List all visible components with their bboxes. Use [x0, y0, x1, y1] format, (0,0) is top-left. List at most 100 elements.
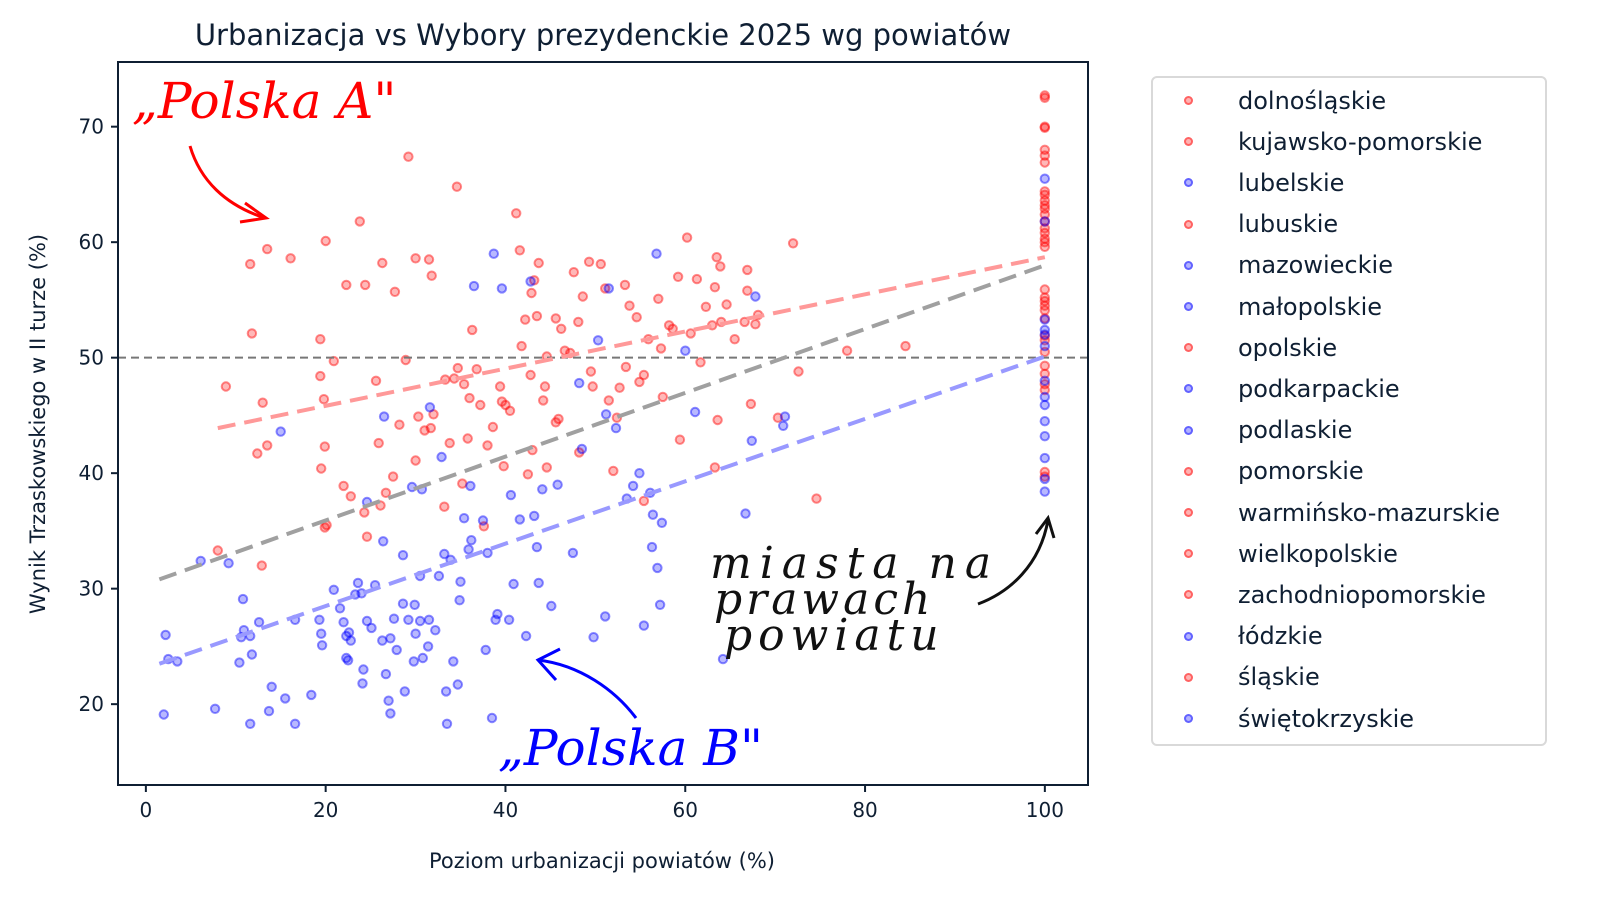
- data-point: [1039, 195, 1051, 206]
- legend-label: małopolskie: [1238, 292, 1383, 321]
- legend-marker-icon: [1184, 343, 1193, 353]
- data-point: [514, 514, 525, 525]
- data-point: [436, 451, 447, 463]
- data-point: [361, 531, 373, 542]
- data-point: [253, 617, 265, 628]
- data-point: [900, 340, 911, 352]
- data-point: [522, 469, 534, 480]
- data-point: [377, 257, 388, 269]
- x-tick-label: 100: [1026, 798, 1064, 822]
- data-point: [529, 510, 540, 522]
- data-point: [1039, 416, 1051, 427]
- data-point: [573, 316, 584, 328]
- data-point: [237, 593, 249, 605]
- data-point: [553, 413, 564, 425]
- data-point: [511, 208, 522, 219]
- data-point: [546, 600, 557, 612]
- data-point: [328, 584, 339, 595]
- data-point: [358, 664, 369, 675]
- data-point: [245, 718, 256, 729]
- data-point: [220, 381, 232, 392]
- data-point: [1039, 144, 1051, 156]
- data-point: [345, 635, 356, 646]
- data-point: [423, 614, 435, 625]
- data-point: [504, 405, 516, 416]
- legend-label: świętokrzyskie: [1238, 704, 1415, 733]
- legend-item: lubuskie: [1153, 204, 1545, 245]
- data-point: [1039, 292, 1051, 303]
- data-point: [619, 279, 631, 291]
- legend-item: pomorskie: [1153, 451, 1545, 492]
- data-point: [587, 381, 598, 392]
- data-point: [262, 243, 273, 255]
- data-point: [480, 644, 491, 656]
- legend-item: warmińsko-mazurskie: [1153, 492, 1545, 533]
- data-point: [341, 630, 352, 642]
- data-point: [709, 282, 721, 293]
- data-point: [448, 656, 459, 667]
- data-point: [385, 633, 396, 644]
- data-point: [712, 414, 723, 426]
- data-point: [647, 509, 659, 520]
- data-point: [366, 622, 377, 634]
- data-point: [526, 287, 537, 299]
- data-point: [583, 256, 595, 267]
- data-point: [603, 283, 614, 294]
- data-point: [315, 334, 326, 345]
- data-point: [654, 599, 666, 610]
- data-point: [357, 678, 368, 689]
- data-point: [373, 437, 384, 449]
- data-point: [631, 312, 642, 323]
- data-point: [568, 267, 579, 278]
- data-point: [620, 361, 632, 373]
- data-point: [370, 375, 382, 386]
- data-point: [1039, 379, 1051, 390]
- data-point: [341, 652, 352, 664]
- data-point: [525, 276, 536, 287]
- data-point: [550, 417, 561, 428]
- data-point: [634, 376, 645, 388]
- data-point: [531, 310, 543, 322]
- data-point: [1039, 471, 1051, 482]
- data-point: [439, 548, 450, 560]
- chart-title: Urbanizacja vs Wybory prezydenckie 2025 …: [195, 18, 1011, 52]
- data-point: [793, 366, 804, 377]
- data-point: [772, 412, 784, 423]
- data-point: [646, 541, 658, 553]
- data-point: [651, 248, 662, 259]
- y-axis-label: Wynik Trzaskowskiego w II turze (%): [26, 234, 50, 614]
- data-point: [1039, 466, 1051, 478]
- data-point: [475, 399, 486, 411]
- data-point: [550, 313, 561, 324]
- data-point: [653, 293, 664, 304]
- annotation-polska-b: „Polska B": [498, 647, 763, 777]
- data-point: [158, 709, 170, 720]
- data-point: [1039, 186, 1051, 197]
- legend-label: śląskie: [1238, 663, 1320, 692]
- data-point: [514, 245, 525, 256]
- data-point: [478, 521, 490, 532]
- data-point: [496, 283, 508, 294]
- data-point: [592, 335, 604, 346]
- legend-label: zachodniopomorskie: [1238, 580, 1486, 609]
- data-point: [245, 258, 256, 270]
- legend-marker-icon: [1184, 590, 1193, 600]
- legend-marker-icon: [1184, 178, 1193, 188]
- data-point: [345, 491, 356, 502]
- red-voivodeships-series: [212, 90, 1051, 571]
- data-point: [1039, 150, 1051, 161]
- polska-a-label: „Polska A": [132, 72, 396, 130]
- data-point: [739, 316, 750, 328]
- data-point: [656, 517, 668, 528]
- data-point: [383, 695, 394, 706]
- data-point: [652, 562, 663, 574]
- data-point: [343, 627, 355, 638]
- data-point: [377, 635, 388, 646]
- data-point: [500, 399, 511, 411]
- data-point: [588, 632, 599, 643]
- data-point: [657, 391, 668, 403]
- data-point: [361, 615, 373, 627]
- blue-voivodeships-series: [158, 173, 1051, 729]
- data-point: [338, 617, 349, 628]
- data-point: [452, 362, 463, 374]
